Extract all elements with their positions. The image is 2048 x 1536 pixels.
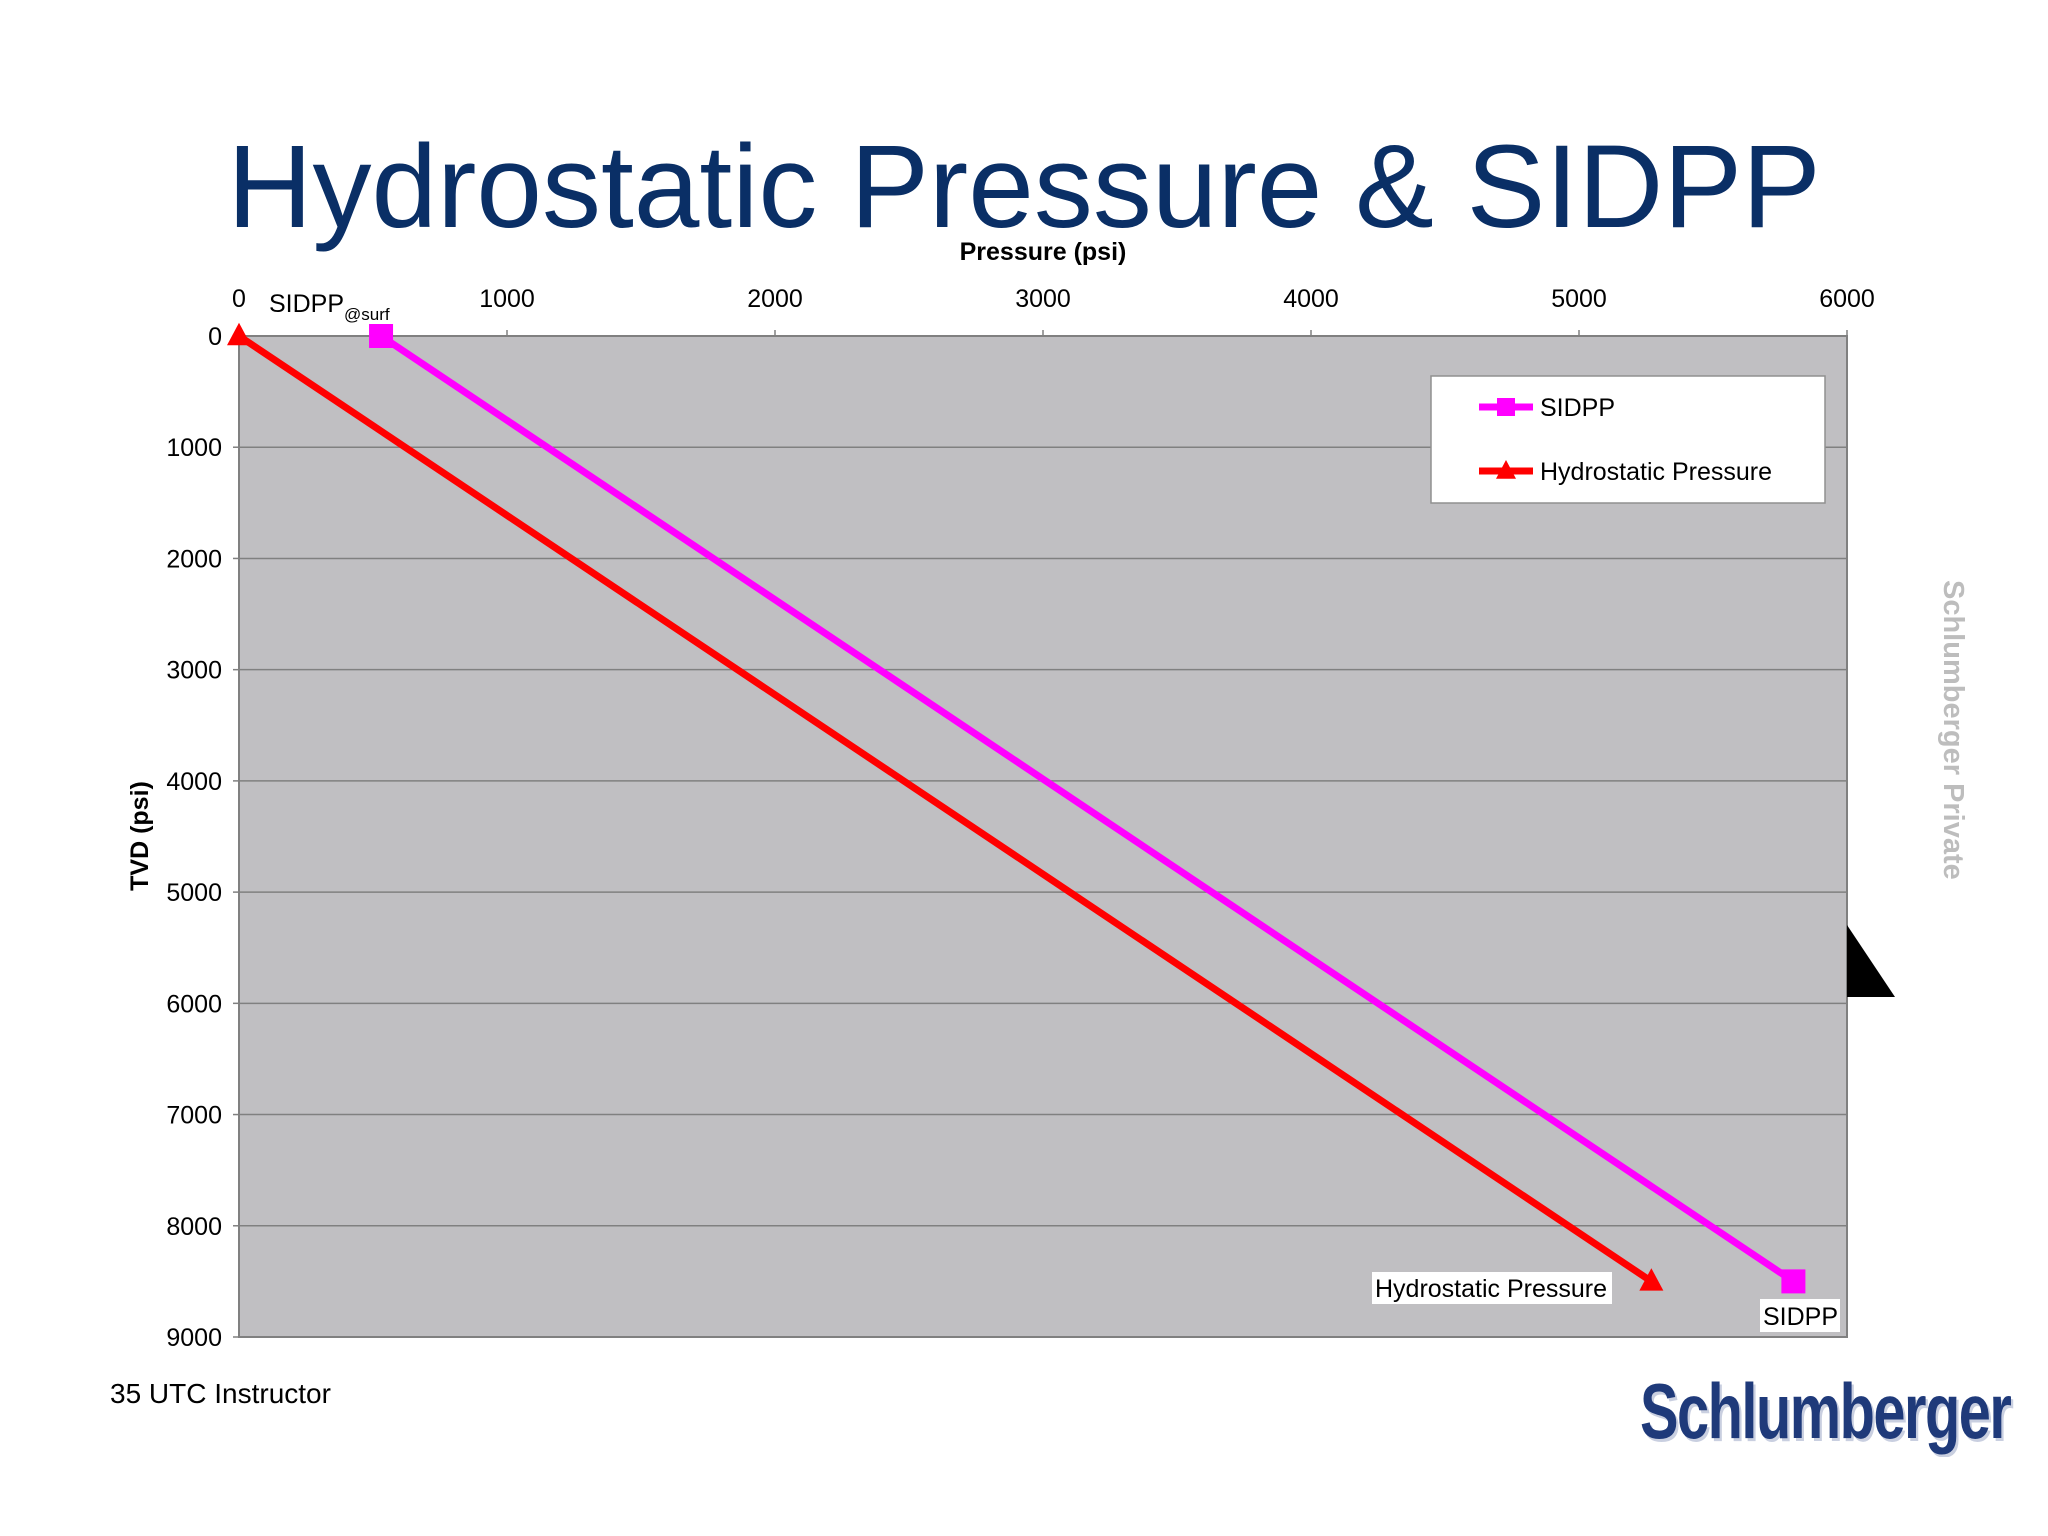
annotation-hydrostatic-bg	[1372, 1272, 1612, 1304]
legend-square-marker	[1497, 398, 1515, 416]
legend-triangle-marker	[1496, 460, 1516, 479]
y-tick-label: 4000	[166, 768, 222, 796]
x-axis-title: Pressure (psi)	[960, 238, 1127, 266]
decorative-triangle	[1847, 925, 1895, 997]
y-tick-label: 3000	[166, 657, 222, 685]
x-tick-label: 2000	[747, 285, 803, 313]
y-axis-title: TVD (psi)	[126, 781, 154, 891]
legend-box	[1430, 375, 1826, 504]
annotation-sidpp-bottom-bg	[1760, 1299, 1840, 1332]
annotation-hydrostatic: Hydrostatic Pressure	[1375, 1275, 1607, 1303]
y-tick-label: 9000	[166, 1324, 222, 1352]
slide-title: Hydrostatic Pressure & SIDPP	[227, 121, 1821, 253]
y-tick-label: 0	[208, 323, 222, 351]
watermark: Schlumberger Private	[1937, 580, 1969, 880]
annotation-sidpp-surf: SIDPP@surf	[269, 290, 390, 324]
x-tick-label: 6000	[1819, 285, 1875, 313]
x-tick-label: 3000	[1015, 285, 1071, 313]
triangle-marker	[227, 322, 251, 346]
y-tick-label: 2000	[166, 545, 222, 573]
y-tick-label: 8000	[166, 1213, 222, 1241]
square-marker	[369, 324, 394, 348]
triangle-marker	[1639, 1268, 1664, 1291]
y-tick-label: 7000	[166, 1102, 222, 1130]
legend-label: SIDPP	[1540, 394, 1615, 422]
legend-label: Hydrostatic Pressure	[1540, 458, 1772, 486]
square-marker	[1781, 1269, 1806, 1294]
series-line	[379, 333, 1796, 1285]
footer-text: 35 UTC Instructor	[110, 1378, 331, 1409]
y-tick-label: 6000	[166, 990, 222, 1018]
x-tick-label: 1000	[479, 285, 535, 313]
x-tick-label: 4000	[1283, 285, 1339, 313]
x-tick-label: 5000	[1551, 285, 1607, 313]
x-tick-label: 0	[232, 285, 246, 313]
schlumberger-logo: Schlumberger	[1640, 1367, 2012, 1455]
y-tick-label: 1000	[166, 434, 222, 462]
annotation-sidpp-bottom: SIDPP	[1763, 1303, 1838, 1331]
series-line	[237, 333, 1654, 1285]
y-tick-label: 5000	[166, 879, 222, 907]
